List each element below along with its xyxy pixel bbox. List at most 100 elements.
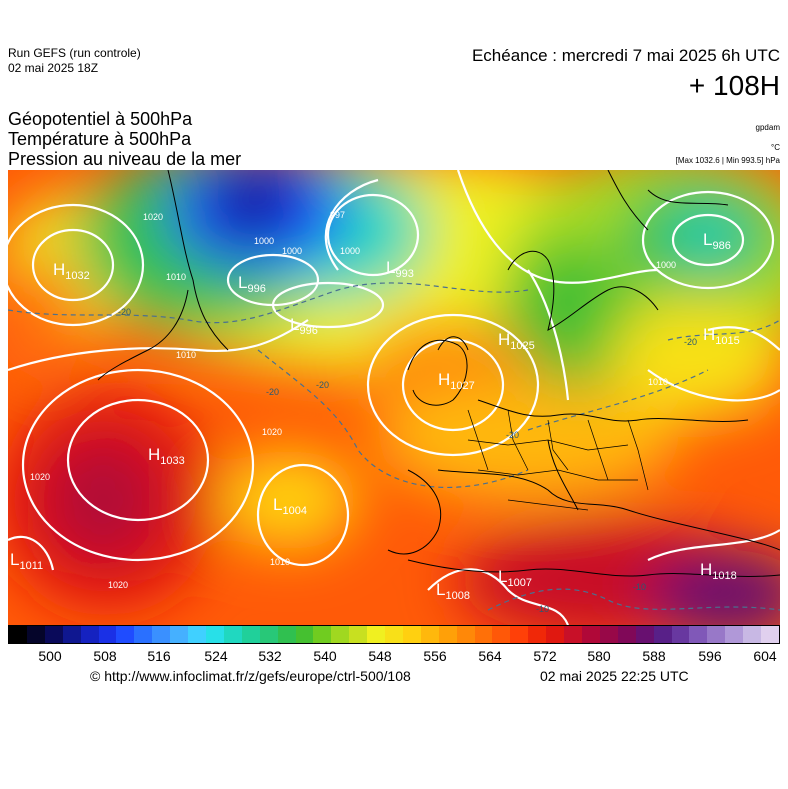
high-pressure-label: H1033 [148, 445, 185, 467]
isobar-value: 1020 [262, 427, 282, 437]
isotherm-value: -20 [684, 337, 697, 347]
low-pressure-label: L1004 [273, 495, 307, 517]
low-pressure-label: L1007 [498, 567, 532, 589]
colorbar-swatch [707, 626, 726, 643]
colorbar-label: 524 [204, 648, 228, 664]
colorbar-label: 604 [753, 648, 777, 664]
isobar-value: 997 [330, 210, 345, 220]
run-date: 02 mai 2025 18Z [8, 61, 99, 75]
colorbar-swatch [205, 626, 224, 643]
isobar-value: 1020 [108, 580, 128, 590]
pressure-system-labels: H1032 H1033 H1027 H1025 H1015 H1018 L996 L996 L9… [10, 230, 740, 602]
colorbar-swatch [313, 626, 332, 643]
colorbar-label: 556 [423, 648, 447, 664]
lead-time: + 108H [688, 70, 780, 101]
colorbar-swatch [349, 626, 368, 643]
colorbar-swatch [689, 626, 708, 643]
isobar-value: 1000 [254, 236, 274, 246]
low-pressure-label: L1011 [10, 550, 43, 572]
run-label: Run GEFS (run controle) [8, 46, 141, 60]
colorbar-swatch [582, 626, 600, 643]
colorbar-label: 572 [533, 648, 557, 664]
colorbar-swatch [456, 626, 475, 643]
colorbar-label: 500 [38, 648, 62, 664]
geopotential-field [8, 170, 780, 625]
colorbar [8, 625, 780, 644]
high-pressure-label: H1025 [498, 330, 535, 352]
colorbar-swatch [367, 626, 386, 643]
colorbar-swatch [98, 626, 117, 643]
colorbar-swatch [331, 626, 350, 643]
isobar-value: 1020 [143, 212, 163, 222]
colorbar-swatch [653, 626, 672, 643]
colorbar-swatch [259, 626, 278, 643]
colorbar-swatch [492, 626, 511, 643]
colorbar-swatch [671, 626, 690, 643]
colorbar-swatch [277, 626, 296, 643]
isobar-value: 1010 [270, 557, 290, 567]
high-pressure-label: H1032 [53, 260, 90, 282]
isobar-value: 1010 [166, 272, 186, 282]
colorbar-swatch [188, 626, 206, 643]
colorbar-label: 516 [147, 648, 171, 664]
colorbar-swatch [420, 626, 439, 643]
colorbar-label: 540 [313, 648, 337, 664]
isotherm-value: -10 [536, 604, 549, 614]
colorbar-swatch [546, 626, 565, 643]
coastlines [97, 170, 780, 577]
colorbar-label: 532 [258, 648, 282, 664]
map-canvas: H1032 H1033 H1027 H1025 H1015 H1018 L996 L996 L9… [8, 170, 780, 625]
isobar-value: 1010 [176, 350, 196, 360]
colorbar-swatch [223, 626, 242, 643]
isobars [8, 170, 780, 625]
isobar-value: 1000 [282, 246, 302, 256]
forecast-valid-time: Echéance : mercredi 7 mai 2025 6h UTC [471, 46, 780, 65]
colorbar-swatch [761, 626, 779, 643]
title-pressure: Pression au niveau de la mer [8, 149, 242, 169]
colorbar-swatch [402, 626, 421, 643]
colorbar-swatch [474, 626, 493, 643]
colorbar-label: 564 [478, 648, 502, 664]
low-pressure-label: L1008 [436, 580, 470, 602]
source-credit: © http://www.infoclimat.fr/z/gefs/europe… [90, 668, 411, 684]
colorbar-swatch [743, 626, 762, 643]
colorbar-swatch [134, 626, 153, 643]
high-pressure-label: H1015 [703, 325, 740, 347]
isobar-value: 1000 [340, 246, 360, 256]
colorbar-swatch [528, 626, 547, 643]
title-geopotential: Géopotentiel à 500hPa [8, 109, 193, 129]
colorbar-swatch [295, 626, 314, 643]
colorbar-labels: 500 508 516 524 532 540 548 556 564 572 580 588 596 6… [8, 648, 780, 666]
isotherm-value: -10 [633, 582, 646, 592]
colorbar-swatch [116, 626, 135, 643]
colorbar-label: 548 [368, 648, 392, 664]
colorbar-swatch [599, 626, 618, 643]
isotherm-value: -20 [118, 307, 131, 317]
colorbar-swatch [725, 626, 744, 643]
isobar-value: 1010 [648, 377, 668, 387]
isobar-value: 1000 [656, 260, 676, 270]
colorbar-label: 588 [642, 648, 666, 664]
colorbar-swatch [44, 626, 63, 643]
colorbar-swatch [510, 626, 529, 643]
generation-time: 02 mai 2025 22:25 UTC [540, 668, 689, 684]
low-pressure-label: L996 [290, 315, 318, 337]
colorbar-swatch [241, 626, 260, 643]
colorbar-swatch [152, 626, 171, 643]
high-pressure-label: H1018 [700, 560, 737, 582]
colorbar-swatch [438, 626, 457, 643]
borders [467, 409, 649, 511]
isotherm-value: -20 [506, 430, 519, 440]
isobar-labels: 997 1000 1000 1000 1010 1010 1020 1020 1020 1020 1… [30, 210, 676, 590]
colorbar-swatch [62, 626, 81, 643]
isotherm-value: -20 [266, 387, 279, 397]
high-pressure-label: H1027 [438, 370, 475, 392]
low-pressure-label: L993 [386, 258, 414, 280]
unit-temperature: °C [771, 143, 780, 152]
weather-map: H1032 H1033 H1027 H1025 H1015 H1018 L996 L996 L9… [8, 170, 780, 625]
low-pressure-label: L996 [238, 273, 266, 295]
colorbar-swatch [26, 626, 45, 643]
colorbar-label: 596 [698, 648, 722, 664]
colorbar-swatch [170, 626, 189, 643]
isotherm-value: -20 [316, 380, 329, 390]
